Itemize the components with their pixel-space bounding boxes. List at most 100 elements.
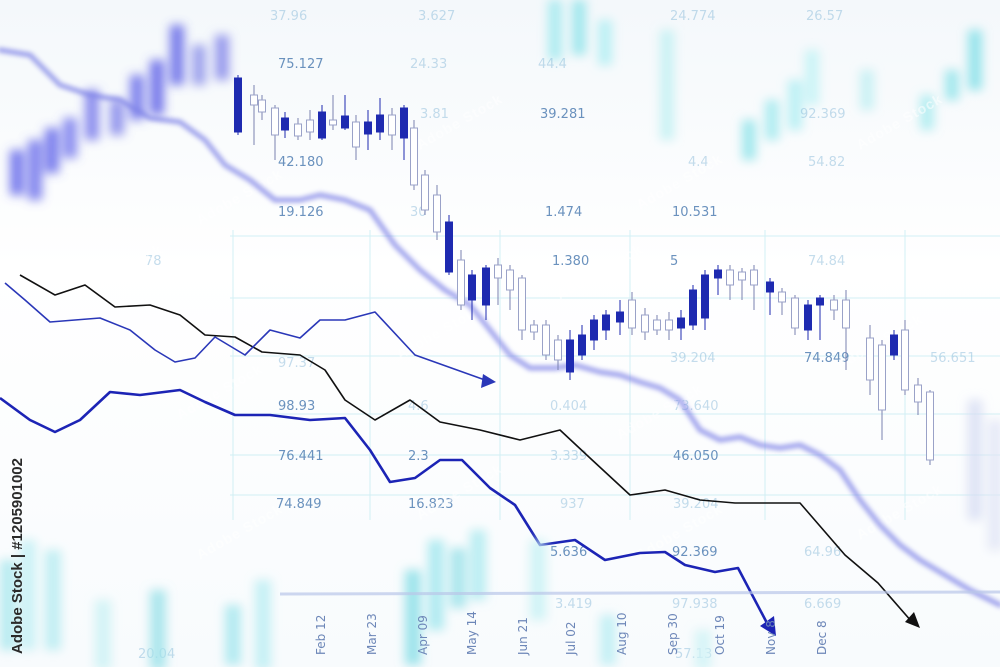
candle-body: [306, 119, 314, 133]
data-number: 54.82: [808, 155, 845, 170]
blurred-foreground-candles: [0, 530, 711, 667]
data-number: 4.4: [688, 155, 709, 170]
candle-body: [341, 115, 349, 129]
date-label: Jun 21: [516, 617, 530, 656]
blurred-candle: [428, 540, 444, 630]
data-number: 74.849: [276, 497, 322, 512]
candle-body: [738, 271, 746, 281]
candle-body: [271, 107, 279, 136]
blue-trend-arrowhead-upper: [481, 374, 496, 388]
candle-body: [433, 194, 441, 233]
candle-body: [410, 127, 418, 186]
blue-trend-line-lower: [0, 388, 770, 626]
blurred-candle: [968, 400, 982, 520]
candle-body: [457, 259, 465, 306]
blurred-candle: [600, 615, 616, 665]
blue-trend-arrowhead-lower: [760, 616, 776, 636]
blurred-candle: [85, 90, 99, 140]
blurred-candle: [170, 25, 184, 85]
blurred-trend-line: [0, 47, 1000, 608]
candle-body: [726, 269, 734, 286]
watermark-text: Adobe Stock: [634, 150, 726, 212]
data-number: 46.050: [673, 449, 719, 464]
blurred-candle: [450, 548, 466, 608]
blurred-candle: [572, 0, 586, 55]
blurred-candle: [255, 580, 271, 667]
date-label: Oct 19: [713, 615, 727, 655]
watermark-text: Adobe Stock: [194, 500, 286, 562]
blurred-candle: [45, 128, 59, 173]
stock-id-watermark: Adobe Stock | #1205901002: [9, 458, 26, 654]
candle-body: [791, 297, 799, 329]
data-number: 16.823: [408, 497, 454, 512]
data-number: 56.651: [930, 351, 976, 366]
blurred-candle: [860, 70, 874, 110]
data-number: 10.531: [672, 205, 718, 220]
blurred-candle: [63, 118, 77, 158]
data-number: 92.369: [800, 107, 846, 122]
candle-body: [530, 324, 538, 333]
candle-body: [616, 311, 624, 323]
candle-body: [677, 317, 685, 329]
data-number: 3.627: [418, 9, 455, 24]
candle-body: [590, 319, 598, 341]
blurred-candle: [192, 45, 206, 85]
candle-body: [689, 289, 697, 326]
candle-body: [701, 274, 709, 319]
candle-body: [445, 221, 453, 273]
candle-body: [329, 119, 337, 126]
candle-body: [376, 114, 384, 133]
blue-trend-line-upper: [4, 282, 486, 381]
candle-body: [494, 264, 502, 279]
candle-body: [518, 277, 526, 331]
date-label: Nov 8: [764, 620, 778, 655]
blurred-candle: [742, 120, 756, 160]
candle-body: [388, 114, 396, 136]
date-label: May 14: [465, 611, 479, 655]
candle-body: [468, 274, 476, 301]
candle-body: [294, 123, 302, 137]
candle-body: [804, 304, 812, 331]
candle-body: [400, 107, 408, 139]
candle-body: [318, 111, 326, 139]
blurred-candle: [0, 560, 16, 650]
candle-body: [914, 384, 922, 403]
blurred-candle: [988, 420, 1000, 550]
candle-body: [766, 281, 774, 293]
data-number: 97.37: [278, 356, 315, 371]
data-number: 44.4: [538, 57, 567, 72]
blurred-candle: [598, 20, 612, 65]
data-number: 78: [145, 254, 162, 269]
blurred-candle: [45, 550, 61, 650]
blurred-candle: [28, 140, 42, 200]
candle-body: [890, 334, 898, 356]
data-number: 42.180: [278, 155, 324, 170]
data-number: 24.33: [410, 57, 447, 72]
blurred-candle: [215, 35, 229, 80]
data-number: 3.81: [420, 107, 449, 122]
candle-body: [714, 269, 722, 279]
candle-body: [866, 337, 874, 381]
blurred-candle: [150, 60, 164, 115]
blurred-candle: [968, 30, 982, 90]
data-number: 97.938: [672, 597, 718, 612]
data-number: 5.636: [550, 545, 587, 560]
data-number: 39.204: [670, 351, 716, 366]
data-number: 39.281: [540, 107, 586, 122]
stock-id-text: Adobe Stock | #1205901002: [9, 458, 26, 654]
candle-body: [653, 319, 661, 331]
data-number: 75.127: [278, 57, 324, 72]
black-trend-arrowhead: [905, 612, 920, 628]
watermark-text: Adobe Stock: [554, 240, 646, 302]
blurred-candle: [548, 0, 562, 60]
date-label: Sep 30: [666, 613, 680, 655]
data-number: 3.419: [555, 597, 592, 612]
data-number: 3.339: [550, 449, 587, 464]
watermark-text: Adobe Stock: [174, 360, 266, 422]
candle-body: [542, 324, 550, 356]
candle-body: [554, 339, 562, 361]
candle-body: [250, 94, 258, 106]
data-number: 26.57: [806, 9, 843, 24]
